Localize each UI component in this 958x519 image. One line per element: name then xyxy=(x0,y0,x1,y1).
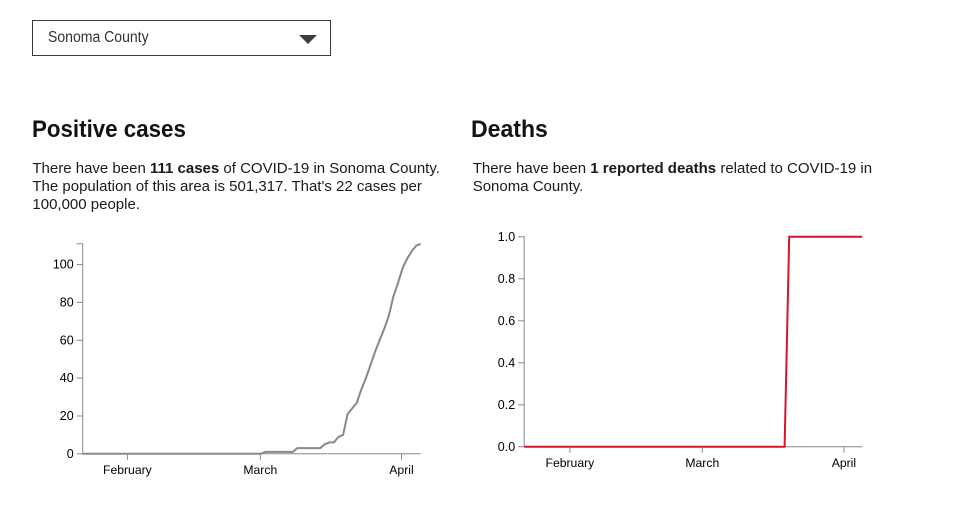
svg-text:0: 0 xyxy=(67,447,74,461)
svg-text:March: March xyxy=(685,456,719,470)
svg-text:80: 80 xyxy=(60,295,74,309)
svg-text:0.0: 0.0 xyxy=(498,440,515,454)
svg-text:0.6: 0.6 xyxy=(498,314,515,328)
svg-text:1.0: 1.0 xyxy=(498,230,515,244)
svg-text:March: March xyxy=(243,463,277,477)
svg-text:April: April xyxy=(389,463,413,477)
svg-text:0.8: 0.8 xyxy=(498,272,515,286)
svg-text:100: 100 xyxy=(53,258,74,272)
svg-text:40: 40 xyxy=(60,371,74,385)
svg-text:February: February xyxy=(103,463,153,477)
svg-text:20: 20 xyxy=(60,409,74,423)
svg-text:February: February xyxy=(546,456,596,470)
svg-text:0.4: 0.4 xyxy=(498,356,515,370)
svg-text:April: April xyxy=(832,456,856,470)
svg-text:60: 60 xyxy=(60,333,74,347)
svg-text:0.2: 0.2 xyxy=(498,398,515,412)
